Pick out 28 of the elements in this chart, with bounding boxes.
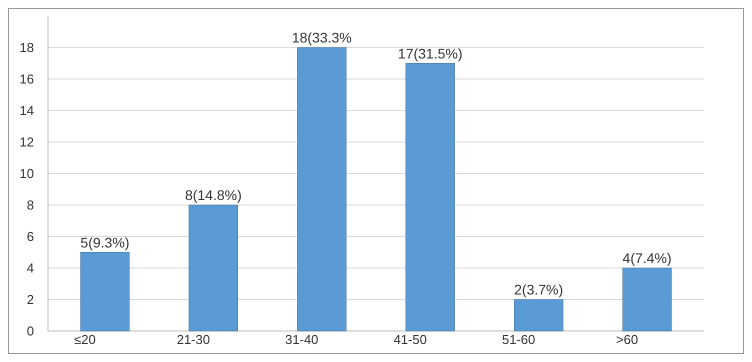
x-tick-label: 41-50 — [394, 332, 427, 347]
y-tick-label: 14 — [20, 103, 34, 118]
data-label: 4(7.4%) — [622, 250, 672, 266]
bar — [188, 204, 238, 332]
y-tick-label: 6 — [26, 229, 34, 244]
y-tick-label: 18 — [20, 40, 34, 56]
y-tick-label: 4 — [26, 260, 34, 276]
data-label: 2(3.7%) — [514, 282, 564, 298]
x-tick-label: ≤20 — [74, 332, 96, 347]
x-tick-label: >60 — [616, 332, 638, 347]
y-tick-label: 12 — [20, 134, 34, 150]
bar — [297, 47, 346, 332]
data-label: 18(33.3% — [292, 30, 352, 46]
data-label: 5(9.3%) — [80, 234, 130, 250]
x-tick-label: 31-40 — [285, 332, 318, 347]
y-tick-label: 8 — [26, 198, 34, 213]
y-tick-label: 10 — [20, 166, 34, 182]
x-tick-label: 51-60 — [502, 332, 536, 347]
y-tick-label: 16 — [20, 72, 34, 87]
bar — [622, 268, 672, 332]
bar — [406, 63, 455, 332]
x-tick-label: 21-30 — [176, 332, 210, 347]
y-tick-label: 0 — [26, 324, 34, 339]
bar — [514, 299, 564, 332]
bar — [80, 252, 130, 332]
data-label: 8(14.8%) — [184, 187, 242, 203]
data-label: 17(31.5%) — [398, 45, 463, 62]
y-tick-label: 2 — [26, 292, 34, 308]
